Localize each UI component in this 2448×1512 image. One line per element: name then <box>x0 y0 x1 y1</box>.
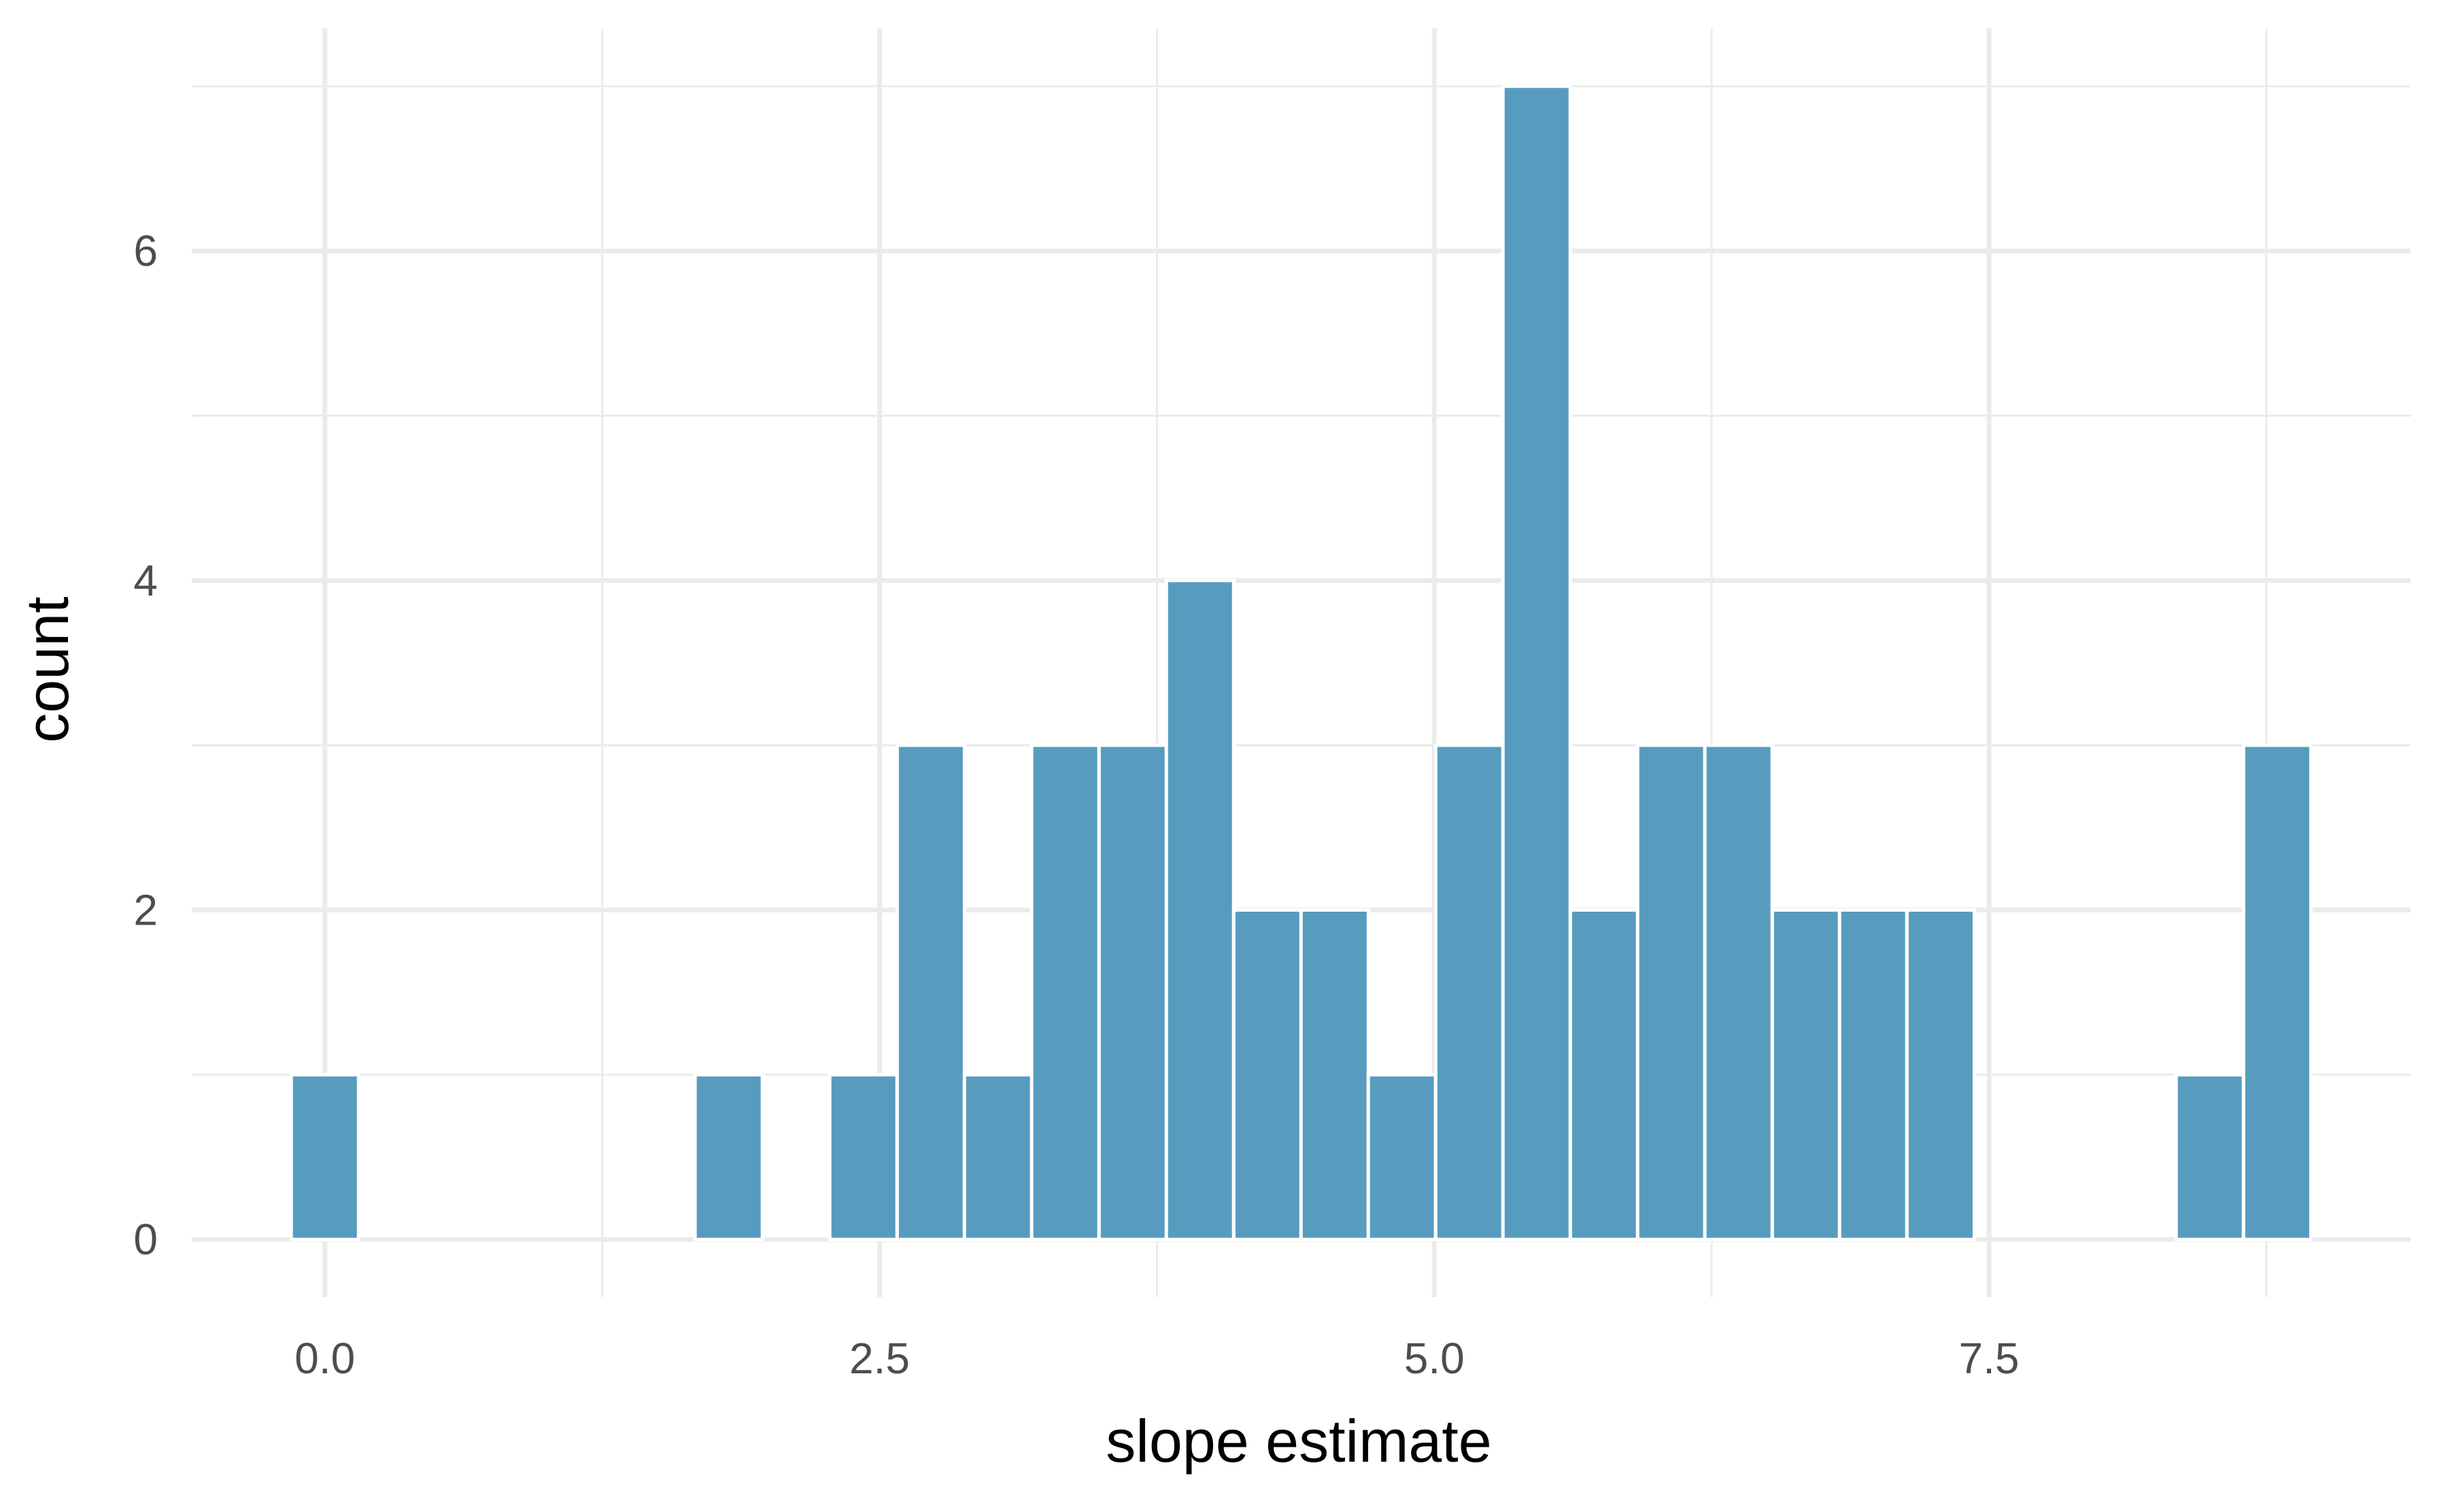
histogram-bar <box>289 1073 360 1241</box>
histogram-bars <box>289 84 2313 1241</box>
histogram-bar <box>1635 743 1707 1241</box>
y-tick-label: 4 <box>133 556 158 605</box>
x-tick-label: 2.5 <box>849 1334 910 1383</box>
histogram-bar <box>1097 743 1168 1241</box>
histogram-bar <box>1905 908 1976 1241</box>
histogram-bar <box>1299 908 1370 1241</box>
histogram-bar <box>1231 908 1303 1241</box>
histogram-bar <box>895 743 966 1241</box>
histogram-bar <box>693 1073 764 1241</box>
histogram-bar <box>1703 743 1774 1241</box>
histogram-bar <box>1837 908 1909 1241</box>
x-tick-label: 0.0 <box>294 1334 355 1383</box>
histogram-bar <box>1366 1073 1438 1241</box>
histogram-bar <box>2174 1073 2245 1241</box>
histogram-bar <box>2241 743 2313 1241</box>
x-tick-label: 5.0 <box>1404 1334 1465 1383</box>
y-tick-label: 0 <box>133 1215 158 1264</box>
histogram-bar <box>1433 743 1505 1241</box>
x-tick-label: 7.5 <box>1959 1334 2020 1383</box>
x-axis-title: slope estimate <box>1106 1407 1491 1475</box>
histogram-bar <box>1501 84 1572 1241</box>
y-tick-label: 6 <box>133 226 158 275</box>
histogram-bar <box>1164 579 1236 1241</box>
y-axis-ticks: 0 2 4 6 <box>133 226 158 1264</box>
x-axis-ticks: 0.0 2.5 5.0 7.5 <box>294 1334 2019 1383</box>
y-tick-label: 2 <box>133 886 158 935</box>
histogram-bar <box>1568 908 1639 1241</box>
histogram-bar <box>1030 743 1101 1241</box>
y-axis-title: count <box>14 596 81 742</box>
histogram-bar <box>1770 908 1841 1241</box>
histogram-bar <box>962 1073 1034 1241</box>
histogram-bar <box>828 1073 899 1241</box>
